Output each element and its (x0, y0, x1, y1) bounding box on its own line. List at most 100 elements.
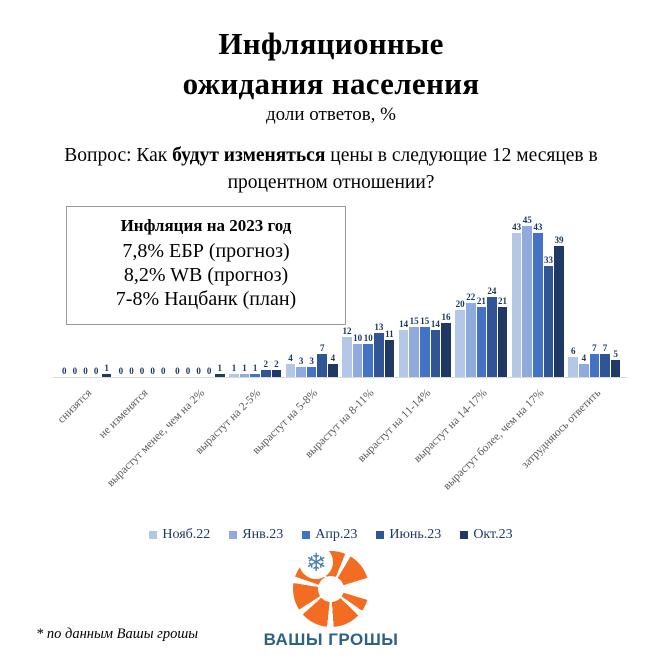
data-label: 43 (512, 221, 522, 232)
orange-pie-logo-icon: ❄ (293, 545, 371, 627)
bar-group: 43 45 43 33 39 вырастут более, чем на 17% (441, 216, 564, 492)
legend-label: Апр.23 (315, 527, 358, 542)
bar (579, 363, 589, 377)
data-label: 0 (72, 366, 78, 376)
bar (229, 373, 239, 377)
bar-cell: 12 (342, 325, 352, 377)
bar (214, 373, 225, 377)
bar-group: 20 22 21 24 21 вырастут на 14-17% (412, 286, 508, 465)
legend-marker-icon (302, 531, 311, 539)
data-label: 2 (274, 359, 279, 370)
bar (306, 366, 317, 377)
bar (487, 296, 497, 377)
bar (543, 266, 554, 377)
data-label: 10 (363, 332, 373, 343)
bar (610, 360, 621, 377)
brand-logo: ❄ ВАШЫ ГРОШЫ (0, 545, 662, 650)
data-label: 14 (399, 319, 409, 330)
data-label: 12 (342, 325, 352, 336)
bar-cell: 16 (441, 313, 451, 377)
bar (441, 323, 451, 377)
data-label: 15 (409, 315, 419, 326)
bar-cell: 0 (60, 367, 70, 377)
bar-cell: 3 (306, 356, 317, 377)
bar-group: 1 1 1 2 2 вырастут на 2-5% (194, 359, 282, 457)
bar-group: 0 0 0 0 0 не изменятся (97, 366, 169, 441)
bar-cell: 0 (81, 367, 91, 377)
bar-cell: 4 (328, 352, 338, 377)
bar-cell: 43 (533, 222, 543, 377)
forecast-box-title: Инфляция на 2023 год (120, 216, 292, 235)
bar-cell: 15 (409, 315, 419, 377)
bar-group: 14 15 15 14 16 вырастут на 11-14% (356, 313, 451, 465)
category-label: вырастут более, чем на 17% (440, 387, 547, 493)
data-label: 0 (118, 366, 124, 376)
data-label: 0 (206, 366, 212, 376)
bar (430, 330, 441, 377)
bar-cell: 21 (476, 296, 487, 377)
data-label: 7 (602, 342, 608, 353)
bar-cell: 0 (116, 367, 126, 377)
bar-cell: 1 (101, 363, 112, 377)
legend-label: Июнь.23 (389, 527, 442, 542)
forecast-line-wb: 8,2% WB (прогноз) (123, 264, 289, 287)
data-label: 1 (217, 362, 223, 373)
bar (250, 373, 260, 377)
question-bold: будут изменяться (172, 145, 326, 166)
bar-group: 0 0 0 0 1 вырастут менее, чем на 2% (105, 362, 225, 489)
bar-cell: 0 (70, 367, 80, 377)
bar-group: 6 4 7 7 5 затрудняюсь ответить (519, 342, 621, 471)
data-label: 0 (196, 366, 201, 376)
bar-cell: 6 (568, 346, 579, 377)
data-label: 10 (353, 332, 363, 343)
data-label: 4 (330, 352, 336, 363)
bar (239, 373, 250, 377)
legend-marker-icon (149, 531, 158, 539)
bar-cell: 24 (487, 286, 497, 377)
data-label: 0 (129, 366, 134, 376)
legend-item: Янв.23 (229, 527, 283, 543)
title-line2: ожидания населения (182, 65, 480, 101)
forecast-line-ebr: 7,8% ЕБР (прогноз) (122, 239, 290, 262)
data-label: 0 (83, 366, 88, 376)
question-prefix: Вопрос: Как (64, 145, 173, 166)
legend-item: Апр.23 (302, 527, 357, 543)
data-label: 0 (175, 366, 180, 376)
bar-cell: 22 (465, 292, 476, 377)
bar-cell: 5 (610, 350, 621, 377)
bar-cell: 7 (600, 342, 610, 377)
data-label: 22 (466, 292, 476, 303)
chart-legend: Нояб.22 Янв.23 Апр.23 Июнь.23 Окт.23 (0, 527, 662, 543)
category-label: снизятся (55, 387, 94, 426)
bar-cell: 1 (250, 363, 260, 377)
legend-marker-icon (229, 531, 238, 539)
legend-label: Нояб.22 (162, 527, 211, 542)
bar-cell: 45 (522, 216, 533, 377)
bar-cell: 33 (543, 256, 554, 377)
legend-label: Янв.23 (242, 527, 284, 542)
title-line1: Инфляционные (218, 26, 444, 61)
legend-item: Июнь.23 (376, 527, 441, 543)
legend-marker-icon (460, 531, 469, 539)
bar-cell: 0 (183, 367, 193, 377)
data-label: 0 (185, 366, 191, 376)
bar-cell: 10 (363, 332, 374, 377)
bar-cell: 0 (158, 367, 168, 377)
bar (554, 246, 564, 377)
data-label: 4 (288, 352, 293, 363)
bar-cell: 0 (194, 367, 204, 377)
bar (568, 356, 579, 377)
bar-cell: 7 (317, 343, 328, 377)
bar-cell: 39 (554, 236, 564, 377)
bar (511, 232, 522, 377)
data-label: 0 (139, 366, 145, 376)
bar-group: 12 10 10 13 11 вырастут на 8-11% (303, 323, 395, 461)
bar-cell: 0 (91, 367, 101, 377)
data-label: 1 (242, 362, 247, 373)
legend-marker-icon (376, 531, 385, 539)
category-label: вырастут менее, чем на 2% (104, 387, 208, 490)
bar (384, 340, 395, 377)
bar-cell: 11 (384, 330, 395, 377)
bar (419, 326, 430, 377)
bar-group: 4 3 3 7 4 вырастут на 5-8% (250, 343, 338, 457)
